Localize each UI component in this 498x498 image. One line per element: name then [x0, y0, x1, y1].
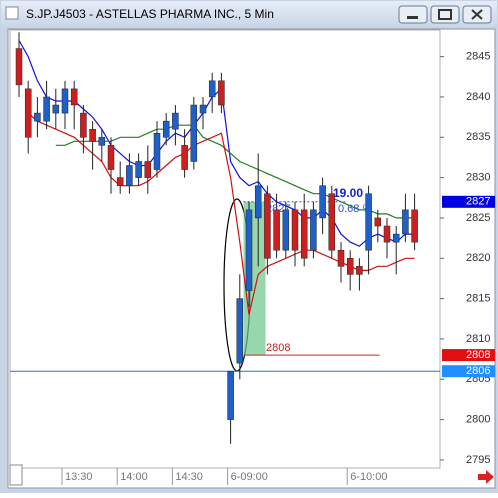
y-tick-label: 2845 [466, 51, 490, 63]
x-tick-label: 6-10:00 [350, 471, 387, 483]
price-tag [442, 365, 495, 378]
y-tick-label: 2830 [466, 172, 490, 184]
y-tick-label: 2835 [466, 131, 490, 143]
candle-body [15, 48, 23, 86]
candle-body [356, 266, 363, 275]
candle-body [144, 161, 152, 178]
y-tick-label: 2820 [466, 252, 490, 264]
candle-body [126, 165, 133, 186]
candle-body [153, 132, 161, 170]
price-tag-label: 2827 [466, 196, 490, 208]
y-tick-label: 2825 [466, 212, 490, 224]
minimize-button[interactable] [398, 5, 428, 24]
x-tick-label: 14:30 [175, 471, 203, 483]
candle-body [236, 298, 244, 364]
candle-body [61, 88, 69, 114]
y-tick-label: 2795 [466, 454, 490, 466]
candle-body [199, 104, 207, 114]
scroll-box[interactable] [9, 464, 23, 486]
maximize-button[interactable] [430, 5, 460, 24]
candle-body [70, 88, 78, 106]
moving-average [18, 40, 415, 247]
candle-body [52, 104, 60, 114]
measure-percent: 0.68 % [338, 203, 372, 215]
price-tag-label: 2808 [466, 349, 490, 361]
candle-body [337, 249, 345, 267]
candle-body [181, 145, 188, 170]
candle-body [411, 209, 418, 243]
candle-body [135, 161, 142, 178]
measure-end-label: 2827 [266, 203, 290, 215]
window-icon [5, 6, 19, 20]
candle-body [116, 177, 124, 186]
candle-body [264, 193, 271, 259]
candle-body [300, 209, 308, 259]
candle-body [328, 193, 336, 251]
candle-body [365, 193, 372, 251]
minimize-icon [407, 16, 418, 19]
close-icon [471, 9, 483, 20]
candle-body [383, 225, 391, 243]
candle-body [107, 145, 115, 170]
candle-body [43, 96, 50, 122]
candle-body [190, 104, 198, 162]
candle-body [245, 209, 253, 291]
candle-body [172, 112, 179, 130]
candle-body [291, 209, 299, 251]
candle-body [218, 80, 225, 106]
candle-body [34, 112, 41, 122]
candle-body [310, 209, 317, 251]
candle-body [89, 128, 96, 142]
x-tick-label: 6-09:00 [231, 471, 268, 483]
candle-body [346, 258, 354, 275]
candle-body [162, 120, 170, 138]
x-tick-label: 13:30 [65, 471, 93, 483]
candle-body [80, 112, 87, 138]
price-tag [442, 349, 495, 362]
candle-body [273, 209, 280, 251]
y-tick-label: 2800 [466, 414, 490, 426]
moving-average [55, 124, 415, 219]
x-tick-label: 14:00 [120, 471, 148, 483]
price-tag-label: 2806 [466, 365, 490, 377]
window-buttons[interactable] [398, 5, 492, 24]
candle-body [24, 88, 32, 138]
y-tick-label: 2840 [466, 91, 490, 103]
candle-body [98, 137, 106, 146]
candle-body [374, 217, 382, 227]
y-tick-label: 2810 [466, 333, 490, 345]
maximize-icon [438, 9, 452, 20]
price-tag [442, 195, 495, 208]
window-title: S.JP.J4503 - ASTELLAS PHARMA INC., 5 Min [26, 7, 274, 21]
candle-body [227, 370, 234, 420]
scroll-arrow[interactable] [478, 470, 494, 484]
candle-body [319, 185, 326, 219]
candle-body [254, 185, 262, 219]
y-tick-label: 2815 [466, 293, 490, 305]
measure-change: 19.00 [333, 186, 363, 200]
candle-body [282, 209, 290, 251]
candle-body [392, 233, 400, 243]
candle-body [402, 209, 409, 235]
measure-start-label: 2808 [266, 342, 290, 354]
candle-body [208, 80, 216, 98]
